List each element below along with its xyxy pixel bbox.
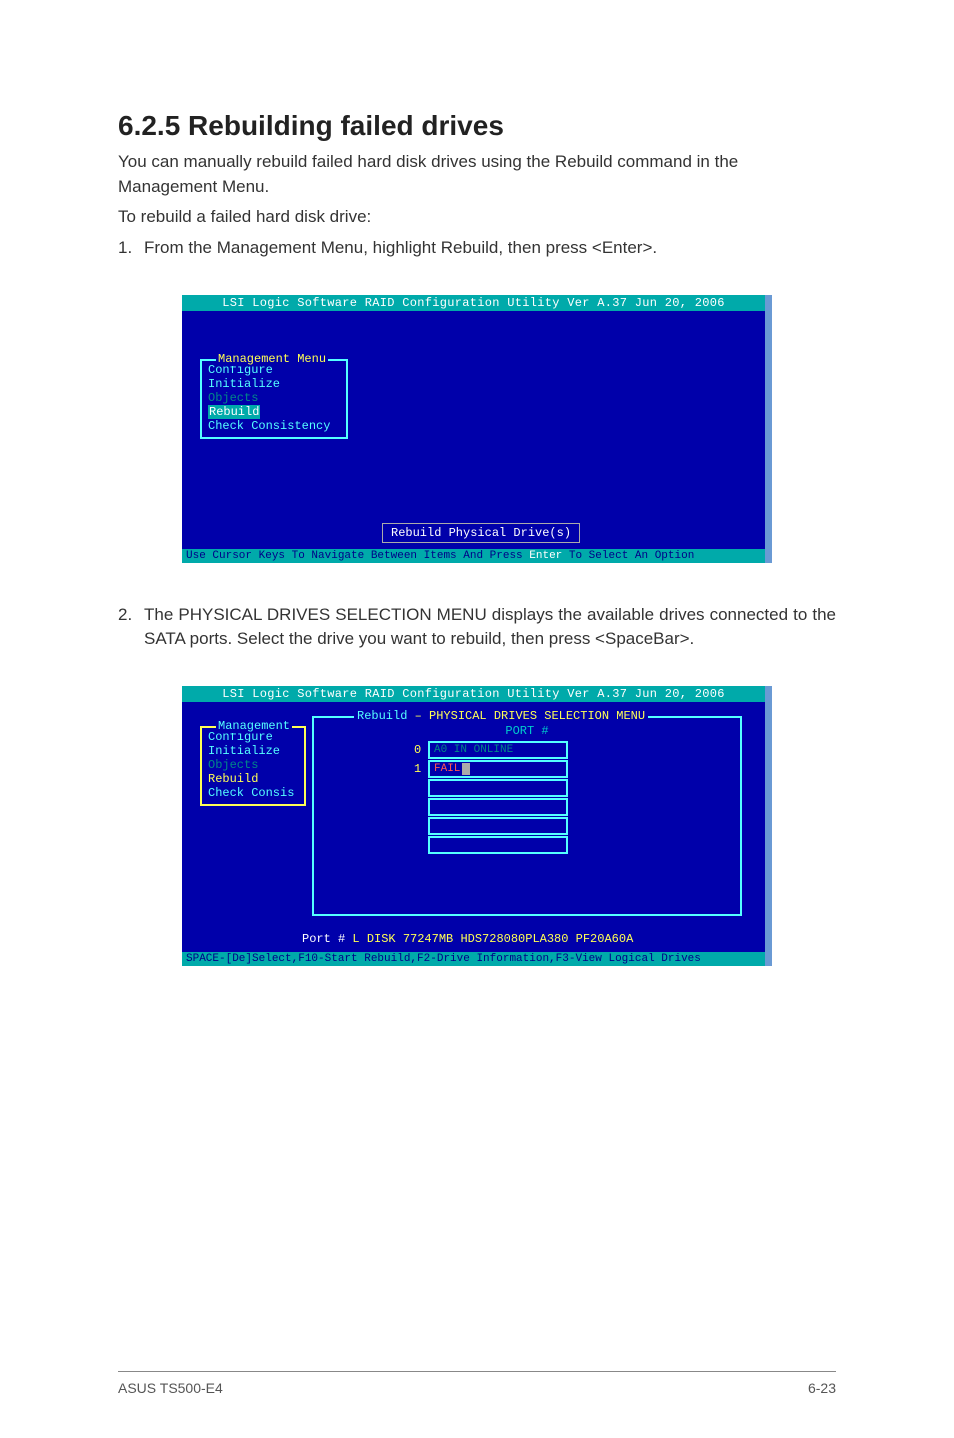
rebuild-title-b: – PHYSICAL DRIVES SELECTION MENU <box>407 709 645 723</box>
menu-rebuild: Rebuild <box>208 405 340 419</box>
management-menu-box-2: Management Configure Initialize Objects … <box>200 726 306 806</box>
menu-objects-2: Objects <box>208 758 298 772</box>
step-list: 1. From the Management Menu, highlight R… <box>118 236 836 261</box>
menu-rebuild-highlight: Rebuild <box>208 405 260 419</box>
drive-index-0: 0 <box>414 743 428 757</box>
port-info-line: Port # L DISK 77247MB HDS728080PLA380 PF… <box>302 932 633 946</box>
rebuild-panel-title: Rebuild – PHYSICAL DRIVES SELECTION MENU <box>354 709 648 723</box>
menu-check-consis: Check Consis <box>208 786 298 800</box>
step-text: The PHYSICAL DRIVES SELECTION MENU displ… <box>144 603 836 652</box>
bios-title: LSI Logic Software RAID Configuration Ut… <box>182 295 765 311</box>
drive-empty-5 <box>428 836 568 854</box>
intro-paragraph-1: You can manually rebuild failed hard dis… <box>118 150 836 199</box>
rebuild-panel: Rebuild – PHYSICAL DRIVES SELECTION MENU… <box>312 716 742 916</box>
hint-post: To Select An Option <box>562 550 694 562</box>
bios-screenshot-1: LSI Logic Software RAID Configuration Ut… <box>182 295 772 563</box>
cursor-icon <box>462 763 470 775</box>
menu-objects: Objects <box>208 391 340 405</box>
step-list-2: 2. The PHYSICAL DRIVES SELECTION MENU di… <box>118 603 836 652</box>
bios-title-2: LSI Logic Software RAID Configuration Ut… <box>182 686 765 702</box>
bios-screenshot-2: LSI Logic Software RAID Configuration Ut… <box>182 686 772 966</box>
tooltip-rebuild: Rebuild Physical Drive(s) <box>382 523 580 543</box>
drive-empty-4 <box>428 817 568 835</box>
drive-row-1: 1 FAIL <box>414 760 740 778</box>
rebuild-title-a: Rebuild <box>357 709 407 723</box>
section-heading: 6.2.5 Rebuilding failed drives <box>118 110 836 142</box>
intro-paragraph-2: To rebuild a failed hard disk drive: <box>118 205 836 230</box>
step-number: 2. <box>118 603 144 652</box>
port-info-label: Port # <box>302 932 345 946</box>
step-2: 2. The PHYSICAL DRIVES SELECTION MENU di… <box>118 603 836 652</box>
step-1: 1. From the Management Menu, highlight R… <box>118 236 836 261</box>
drive-empty-2 <box>428 779 568 797</box>
management-menu-box: Management Menu Configure Initialize Obj… <box>200 359 348 439</box>
port-header: PORT # <box>314 724 740 740</box>
page-footer: ASUS TS500-E4 6-23 <box>118 1371 836 1396</box>
menu-rebuild-2: Rebuild <box>208 772 298 786</box>
drive-index-1: 1 <box>414 762 428 776</box>
step-text: From the Management Menu, highlight Rebu… <box>144 236 836 261</box>
footer-left: ASUS TS500-E4 <box>118 1380 223 1396</box>
step-number: 1. <box>118 236 144 261</box>
drive-fail-text: FAIL <box>434 763 460 775</box>
menu-initialize-2: Initialize <box>208 744 298 758</box>
hint-pre: Use Cursor Keys To Navigate Between Item… <box>186 550 529 562</box>
menu-check-consistency: Check Consistency <box>208 419 340 433</box>
menu-initialize: Initialize <box>208 377 340 391</box>
hint-highlight: Enter <box>529 550 562 562</box>
footer-right: 6-23 <box>808 1380 836 1396</box>
port-info-value: L DISK 77247MB HDS728080PLA380 PF20A60A <box>345 932 633 946</box>
drive-empty-3 <box>428 798 568 816</box>
bios-hint-bar-2: SPACE-[De]Select,F10-Start Rebuild,F2-Dr… <box>182 952 765 966</box>
drive-box-0: A0 IN ONLINE <box>428 741 568 759</box>
drive-row-0: 0 A0 IN ONLINE <box>414 741 740 759</box>
bios-hint-bar: Use Cursor Keys To Navigate Between Item… <box>182 549 765 563</box>
management-menu-title: Management Menu <box>216 352 328 366</box>
drive-box-1: FAIL <box>428 760 568 778</box>
management-menu-title-2: Management <box>216 719 292 733</box>
